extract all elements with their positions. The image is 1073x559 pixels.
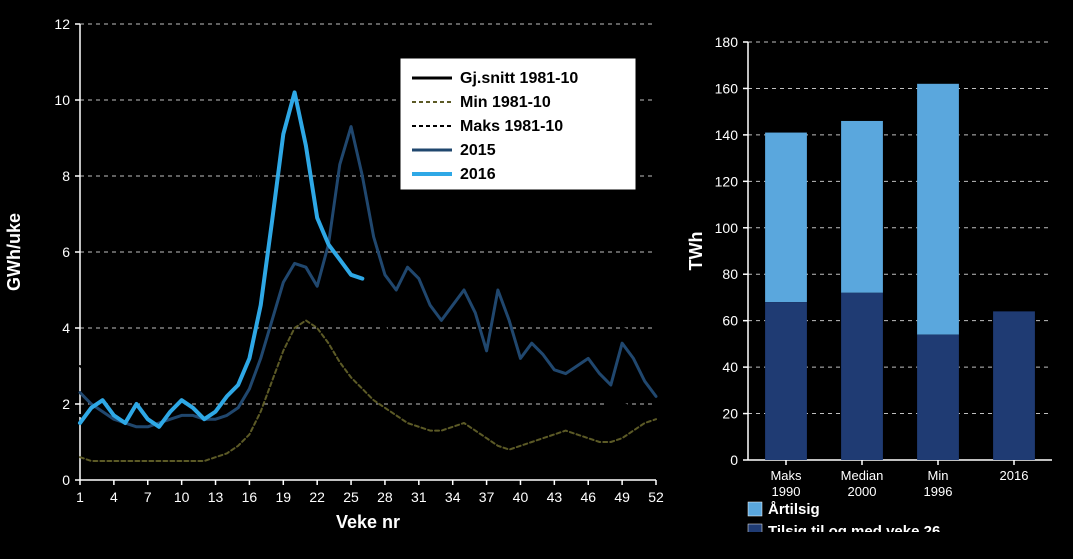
svg-text:Maks 1981-10: Maks 1981-10 [460, 118, 563, 135]
svg-text:60: 60 [722, 313, 738, 329]
svg-text:6: 6 [62, 244, 70, 260]
svg-text:10: 10 [174, 489, 190, 505]
svg-text:Årtilsig: Årtilsig [768, 501, 820, 518]
svg-text:0: 0 [62, 472, 70, 488]
svg-text:40: 40 [513, 489, 529, 505]
svg-text:1: 1 [76, 489, 84, 505]
svg-text:49: 49 [614, 489, 630, 505]
svg-text:31: 31 [411, 489, 427, 505]
svg-text:43: 43 [547, 489, 563, 505]
chart-pair: 024681012GWh/uke147101316192225283134374… [0, 0, 1073, 559]
svg-text:100: 100 [715, 220, 739, 236]
svg-text:2016: 2016 [1000, 468, 1029, 483]
svg-text:TWh: TWh [686, 232, 706, 271]
line-chart: 024681012GWh/uke147101316192225283134374… [0, 12, 680, 532]
svg-text:2000: 2000 [848, 484, 877, 499]
svg-text:Gj.snitt 1981-10: Gj.snitt 1981-10 [460, 70, 578, 87]
svg-text:46: 46 [580, 489, 596, 505]
svg-text:8: 8 [62, 168, 70, 184]
svg-text:40: 40 [722, 359, 738, 375]
svg-text:2015: 2015 [460, 142, 496, 159]
svg-text:Min 1981-10: Min 1981-10 [460, 94, 551, 111]
svg-text:GWh/uke: GWh/uke [4, 213, 24, 291]
svg-text:Maks: Maks [770, 468, 802, 483]
bar-chart: 0 20 40 60 80 100 120 140 160 180 TWh Maks1990 Media… [684, 12, 1064, 532]
svg-text:34: 34 [445, 489, 461, 505]
svg-text:25: 25 [343, 489, 359, 505]
svg-text:Veke nr: Veke nr [336, 512, 400, 532]
svg-text:37: 37 [479, 489, 495, 505]
svg-text:12: 12 [54, 16, 70, 32]
svg-text:180: 180 [715, 34, 739, 50]
svg-text:160: 160 [715, 80, 739, 96]
svg-text:80: 80 [722, 266, 738, 282]
svg-text:20: 20 [722, 406, 738, 422]
svg-text:28: 28 [377, 489, 393, 505]
svg-text:22: 22 [309, 489, 325, 505]
svg-text:7: 7 [144, 489, 152, 505]
svg-text:4: 4 [110, 489, 118, 505]
svg-text:120: 120 [715, 173, 739, 189]
svg-text:52: 52 [648, 489, 664, 505]
svg-text:2016: 2016 [460, 166, 496, 183]
svg-text:13: 13 [208, 489, 224, 505]
svg-text:2: 2 [62, 396, 70, 412]
svg-text:16: 16 [242, 489, 258, 505]
svg-text:Min: Min [928, 468, 949, 483]
svg-text:19: 19 [276, 489, 292, 505]
svg-text:1996: 1996 [924, 484, 953, 499]
svg-text:1990: 1990 [772, 484, 801, 499]
svg-text:4: 4 [62, 320, 70, 336]
svg-text:10: 10 [54, 92, 70, 108]
svg-text:0: 0 [730, 452, 738, 468]
svg-text:140: 140 [715, 127, 739, 143]
svg-text:Tilsig til og med veke 26: Tilsig til og med veke 26 [768, 523, 940, 532]
svg-text:Median: Median [841, 468, 884, 483]
